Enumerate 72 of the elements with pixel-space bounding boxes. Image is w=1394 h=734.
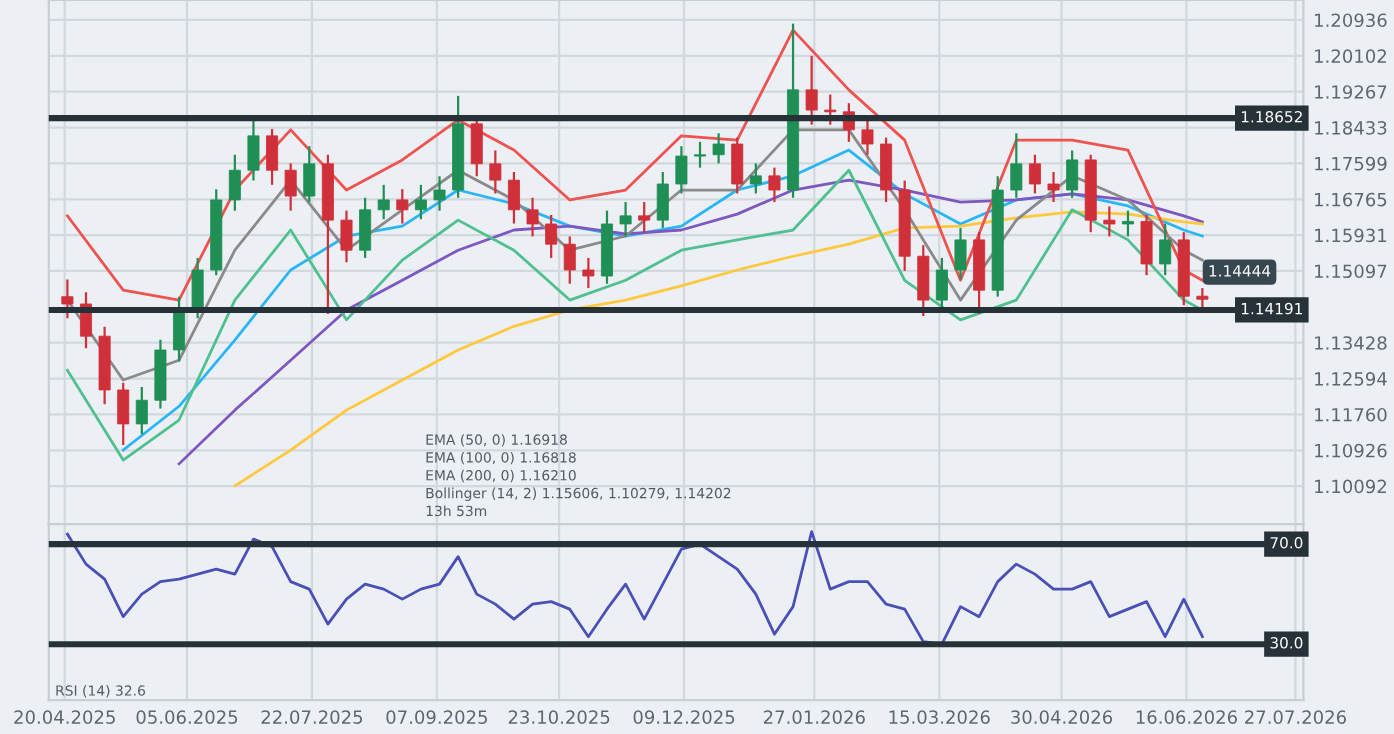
y-tick-label: 1.11760 (1315, 407, 1387, 422)
candlestick (675, 145, 688, 195)
candlestick (303, 145, 316, 204)
x-tick-label: 30.04.2026 (1011, 710, 1113, 724)
candlestick (433, 175, 446, 212)
y-tick-label: 1.19267 (1315, 85, 1387, 99)
candlestick (359, 196, 372, 260)
x-tick-label: 27.01.2026 (763, 710, 865, 724)
candlestick (861, 119, 874, 156)
candlestick (247, 119, 260, 182)
candlestick (935, 256, 948, 311)
candlestick (1028, 153, 1041, 195)
candlestick (1047, 170, 1060, 204)
candlestick (1140, 213, 1153, 277)
candlestick (917, 243, 930, 318)
candlestick (545, 213, 558, 260)
candlestick (284, 162, 297, 212)
x-tick-label: 16.06.2026 (1136, 710, 1237, 724)
candlestick (954, 226, 967, 281)
candlestick (489, 149, 502, 195)
candlestick (191, 256, 204, 320)
candlestick (414, 183, 427, 221)
y-tick-label: 1.16765 (1315, 192, 1387, 207)
candlestick (563, 235, 576, 285)
candlestick (768, 166, 781, 204)
y-tick-label: 1.10092 (1315, 479, 1386, 494)
candlestick (228, 153, 241, 212)
y-tick-label: 1.20936 (1315, 13, 1387, 28)
candlestick (619, 200, 632, 238)
candlestick (749, 162, 762, 195)
candlestick (731, 136, 744, 195)
candlestick (1066, 149, 1079, 199)
y-tick-label: 1.18433 (1315, 121, 1387, 135)
candlestick (117, 381, 130, 447)
candlestick (1121, 209, 1134, 238)
candlestick (1196, 286, 1209, 309)
candlestick (173, 295, 186, 363)
x-tick-label: 20.04.2025 (14, 710, 115, 724)
candlestick (824, 93, 837, 126)
x-tick-label: 15.03.2026 (889, 710, 990, 724)
x-tick-label: 09.12.2025 (633, 710, 735, 724)
x-tick-label: 22.07.2025 (261, 710, 363, 724)
candlestick (1159, 222, 1172, 277)
y-tick-label: 1.20102 (1315, 49, 1386, 63)
candlestick (805, 54, 818, 126)
x-tick-label: 07.09.2025 (386, 710, 487, 724)
y-tick-label: 1.13428 (1315, 336, 1387, 350)
candlestick (880, 136, 893, 204)
candlestick (135, 385, 148, 436)
candlestick (340, 209, 353, 264)
x-tick-label: 05.06.2025 (136, 710, 238, 724)
candlestick (638, 200, 651, 234)
candlestick (694, 140, 707, 169)
candlestick (396, 188, 409, 225)
y-tick-label: 1.12594 (1315, 372, 1387, 386)
candlestick (656, 170, 669, 229)
x-tick-label: 23.10.2025 (508, 710, 610, 724)
line-series (233, 210, 1204, 488)
x-tick-label: 27.07.2026 (1245, 710, 1346, 724)
candlestick (61, 278, 74, 320)
candlestick (1010, 132, 1023, 199)
y-tick-label: 1.10926 (1315, 443, 1387, 458)
candlestick (712, 132, 725, 165)
candlestick (526, 196, 539, 238)
y-tick-label: 1.15097 (1315, 264, 1387, 279)
candlestick (1103, 205, 1116, 238)
candlestick (507, 170, 520, 225)
y-tick-label: 1.17599 (1315, 156, 1387, 171)
y-tick-label: 1.15931 (1315, 228, 1387, 243)
candlestick (377, 183, 390, 221)
candlestick (582, 256, 595, 290)
candlestick (266, 127, 279, 186)
